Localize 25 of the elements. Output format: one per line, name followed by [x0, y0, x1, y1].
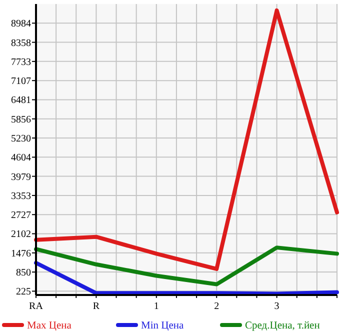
y-tick-label: 5856 — [11, 114, 31, 126]
y-tick-label: 7107 — [11, 76, 31, 88]
y-tick-label: 8358 — [11, 38, 31, 49]
y-tick-label: 1476 — [11, 248, 31, 260]
y-tick-label: 2102 — [11, 229, 31, 240]
y-tick-label: 3353 — [11, 190, 31, 202]
x-tick-label: R — [92, 301, 100, 312]
y-tick-label: 850 — [16, 268, 31, 279]
y-tick-label: 5230 — [11, 134, 31, 145]
x-tick-label: 2 — [214, 301, 220, 312]
y-tick-label: 225 — [16, 286, 31, 298]
line-series — [34, 8, 339, 271]
x-tick-label: RA — [29, 301, 44, 312]
y-tick-label: 8984 — [11, 18, 31, 30]
legend-label: Max Цена — [27, 320, 72, 332]
x-tick-label: 1 — [154, 301, 159, 312]
y-tick-label: 4604 — [11, 152, 31, 164]
x-tick-label: 3 — [274, 301, 280, 312]
line-series — [34, 246, 339, 286]
y-tick-label: 3979 — [11, 172, 31, 183]
y-tick-label: 2727 — [11, 210, 31, 222]
y-tick-label: 7733 — [11, 56, 31, 68]
legend-label: Min Цена — [141, 320, 184, 332]
legend-label: Сред.Цена, т.йен — [245, 320, 320, 332]
y-tick-label: 6481 — [11, 95, 31, 106]
